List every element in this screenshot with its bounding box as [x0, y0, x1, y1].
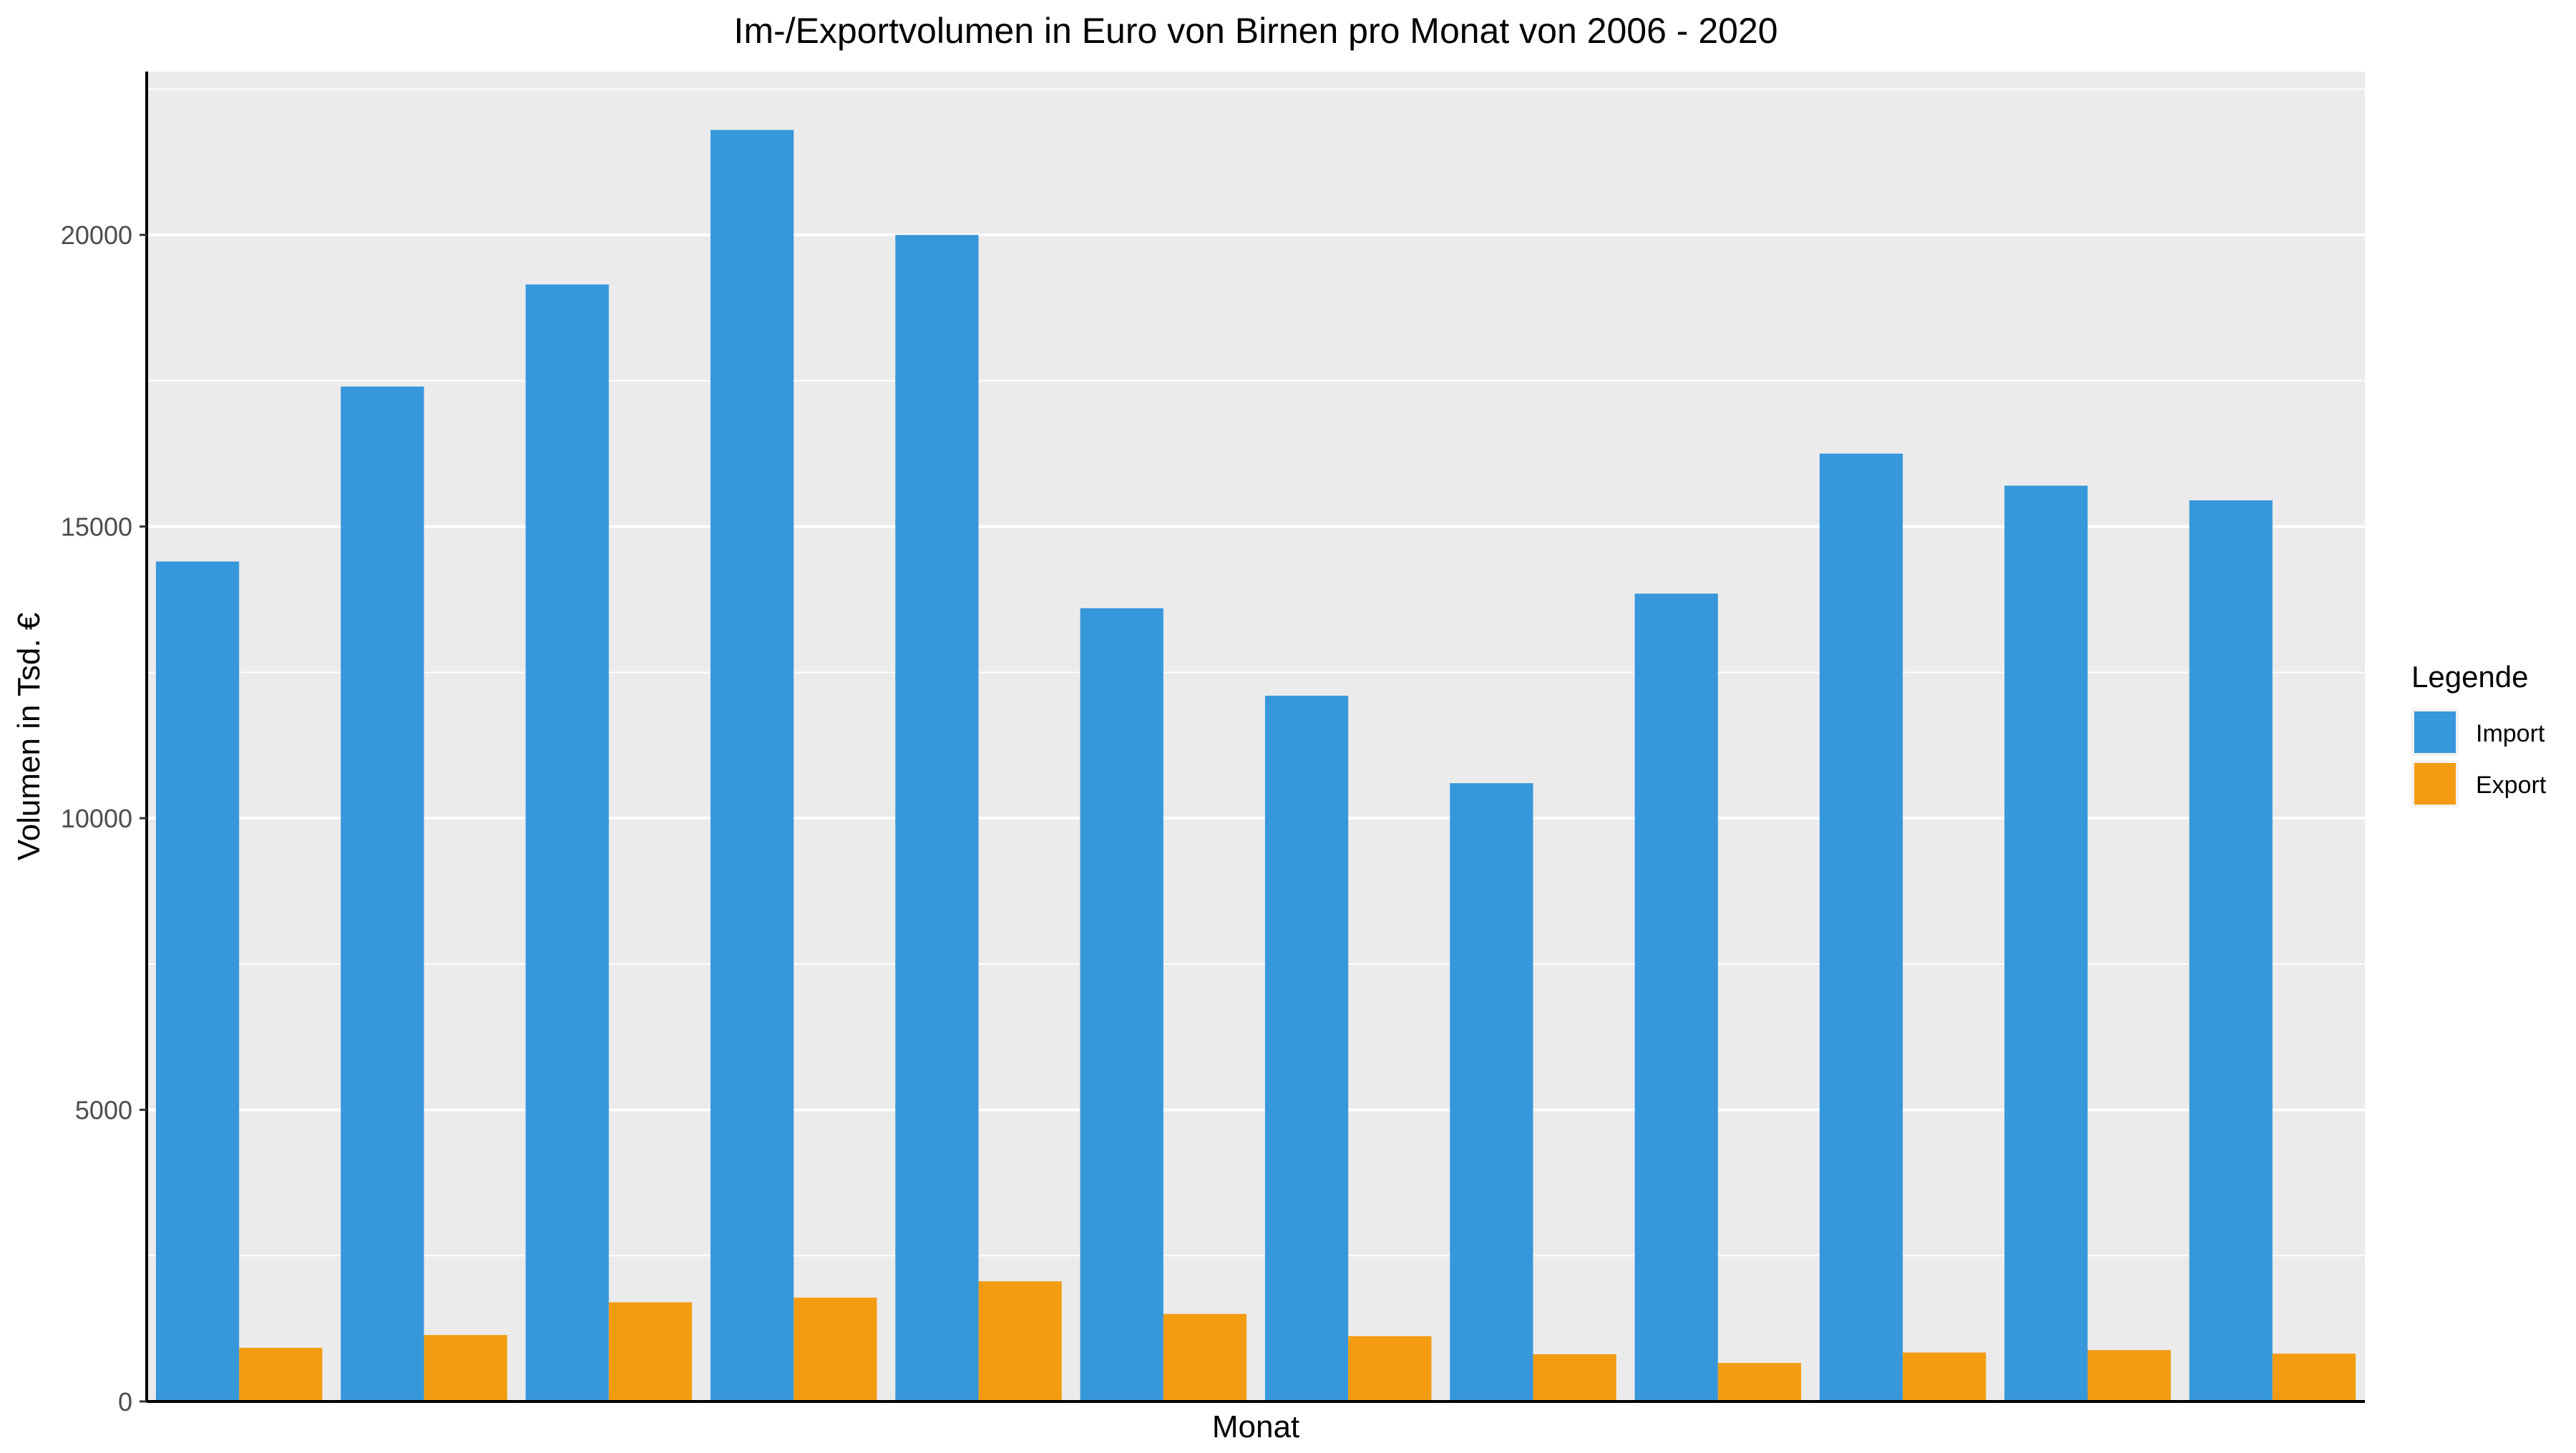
y-axis-label: Volumen in Tsd. € — [11, 613, 47, 861]
bar-export-5 — [978, 1281, 1062, 1401]
bar-export-12 — [2272, 1354, 2356, 1401]
legend-items: Import Export — [2411, 709, 2547, 807]
legend-label-import: Import — [2476, 720, 2545, 747]
y-tick-label: 10000 — [61, 804, 132, 833]
bar-import-9 — [1634, 593, 1718, 1402]
y-tick-label: 15000 — [61, 512, 132, 542]
bar-export-2 — [424, 1335, 507, 1401]
bar-export-4 — [794, 1297, 877, 1401]
legend-title: Legende — [2411, 660, 2529, 694]
x-axis-label: Monat — [1212, 1409, 1299, 1444]
y-tick-label: 20000 — [61, 220, 132, 250]
bar-import-1 — [155, 561, 240, 1401]
bar-import-8 — [1450, 783, 1533, 1401]
bar-export-8 — [1533, 1354, 1616, 1401]
bar-export-7 — [1348, 1336, 1432, 1401]
bar-import-6 — [1080, 608, 1163, 1402]
bar-export-9 — [1717, 1363, 1802, 1401]
bar-import-4 — [710, 130, 794, 1402]
legend: Legende Import Export — [2411, 660, 2547, 807]
bars — [155, 130, 2356, 1402]
plot-background — [147, 72, 2365, 1401]
bar-export-3 — [608, 1302, 693, 1401]
bar-export-1 — [239, 1348, 323, 1401]
chart-title: Im-/Exportvolumen in Euro von Birnen pro… — [733, 11, 1777, 51]
bar-export-6 — [1163, 1313, 1247, 1401]
bar-import-3 — [525, 284, 609, 1401]
bar-import-12 — [2189, 500, 2273, 1402]
bar-import-7 — [1264, 695, 1349, 1401]
bar-import-10 — [1819, 453, 1903, 1401]
legend-swatch-import — [2414, 711, 2456, 753]
y-axis-ticks: 0 5000 10000 15000 20000 — [61, 220, 147, 1416]
y-tick-label: 5000 — [75, 1096, 132, 1125]
bar-export-11 — [2087, 1350, 2171, 1401]
bar-import-5 — [895, 235, 979, 1402]
bar-import-2 — [341, 387, 424, 1401]
legend-label-export: Export — [2476, 772, 2547, 799]
legend-swatch-export — [2414, 763, 2456, 805]
y-tick-label: 0 — [118, 1387, 132, 1416]
bar-export-10 — [1903, 1352, 1986, 1401]
bar-import-11 — [2004, 485, 2088, 1402]
